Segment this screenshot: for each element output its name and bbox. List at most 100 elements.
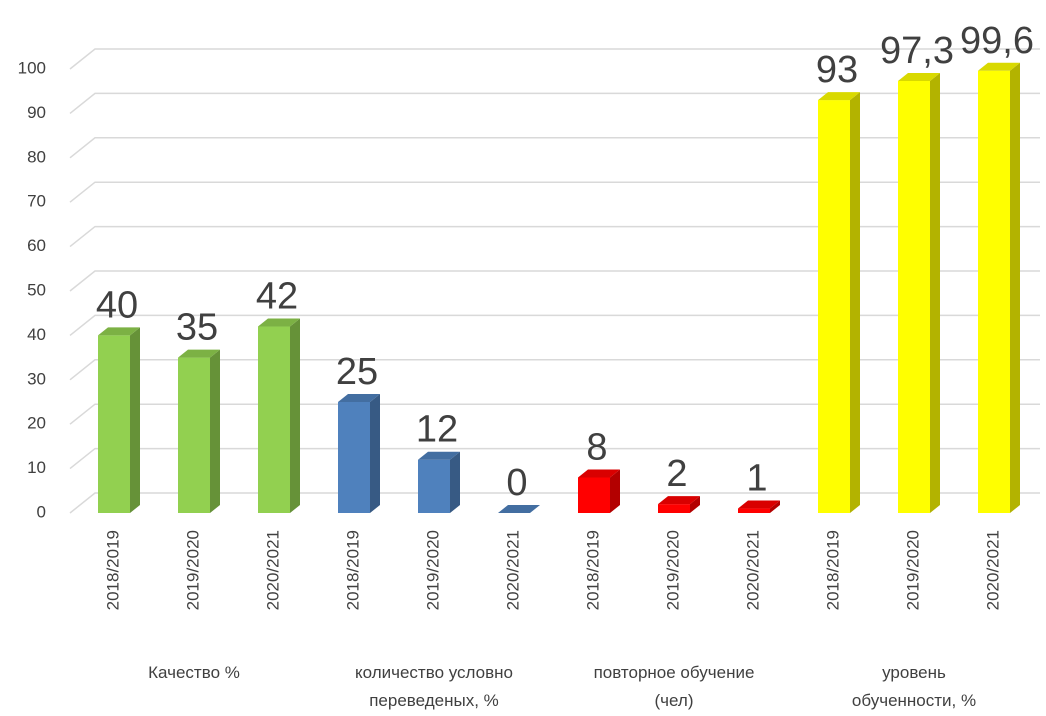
value-label: 1 [746, 458, 767, 500]
bar-top [258, 318, 300, 327]
value-label: 12 [416, 409, 458, 451]
x-tick-label: 2018/2019 [823, 530, 842, 610]
y-tick-label: 40 [27, 325, 46, 344]
x-tick-label: 2020/2021 [503, 530, 522, 610]
value-label: 0 [506, 462, 527, 504]
bar-top [98, 327, 140, 336]
grid-line [69, 92, 1040, 114]
group-label: переведеных, % [369, 691, 499, 710]
grid-line [69, 492, 1040, 514]
y-tick-label: 0 [37, 502, 46, 521]
y-tick-label: 100 [18, 58, 46, 77]
value-label: 2 [666, 453, 687, 495]
x-tick-label: 2019/2020 [423, 530, 442, 610]
bar [738, 500, 780, 513]
bar-front [258, 326, 290, 513]
bar [658, 496, 700, 513]
value-label: 25 [336, 351, 378, 393]
group-label: Качество % [148, 663, 240, 682]
grid-line [69, 225, 1040, 248]
bar [258, 318, 300, 513]
grid-line [69, 270, 1040, 292]
value-label: 35 [176, 307, 218, 349]
x-tick-label: 2018/2019 [583, 530, 602, 610]
x-tick-label: 2018/2019 [103, 530, 122, 610]
y-tick-label: 60 [27, 236, 46, 255]
bar-top [338, 394, 380, 402]
grid-line [69, 137, 1040, 159]
value-label: 40 [96, 284, 138, 326]
x-tick-label: 2018/2019 [343, 530, 362, 610]
value-label: 97,3 [880, 30, 954, 72]
value-label: 99,6 [960, 20, 1034, 62]
grid-line [69, 314, 1040, 336]
group-label: обученности, % [852, 691, 976, 710]
y-tick-label: 70 [27, 192, 46, 211]
y-tick-label: 80 [27, 147, 46, 166]
bar-front [338, 402, 370, 513]
y-tick-label: 30 [27, 369, 46, 388]
bar-side [130, 327, 140, 513]
y-tick-label: 90 [27, 103, 46, 122]
bar-top [658, 496, 700, 505]
bar-side [850, 92, 860, 513]
bar-side [690, 496, 700, 513]
bar-front [178, 357, 210, 513]
x-tick-label: 2019/2020 [183, 530, 202, 610]
bar-top [898, 72, 940, 81]
bar-side [1010, 62, 1020, 513]
bar-side [610, 469, 620, 513]
grid-line [69, 447, 1040, 470]
bar [178, 349, 220, 513]
bar [578, 469, 620, 513]
value-label: 93 [816, 49, 858, 91]
x-tick-label: 2019/2020 [903, 530, 922, 610]
y-tick-label: 10 [27, 458, 46, 477]
bar-front [418, 459, 450, 513]
bar-front [818, 100, 850, 513]
bar-front [978, 70, 1010, 513]
x-tick-label: 2020/2021 [743, 530, 762, 610]
bar-top [498, 505, 540, 513]
bar [98, 327, 140, 513]
bar-top [178, 349, 220, 358]
bar-top [738, 500, 780, 509]
grid-line [69, 48, 1040, 70]
bar-front [658, 504, 690, 513]
bar-top [578, 469, 620, 478]
bar-side [290, 318, 300, 513]
grid-line [69, 181, 1040, 203]
bar-side [450, 451, 460, 513]
bar [418, 451, 460, 513]
group-label: повторное обучение [594, 663, 755, 682]
bar-front [738, 508, 770, 513]
bar [498, 505, 540, 513]
group-label: уровень [882, 663, 946, 682]
group-label: количество условно [355, 663, 513, 682]
bar-side [930, 72, 940, 513]
y-tick-label: 50 [27, 280, 46, 299]
bar-top [978, 62, 1020, 71]
bar [978, 62, 1020, 513]
bar-front [98, 335, 130, 513]
bar-top [418, 451, 460, 460]
bar [898, 72, 940, 513]
x-tick-label: 2020/2021 [263, 530, 282, 610]
bar-front [578, 477, 610, 513]
x-tick-label: 2019/2020 [663, 530, 682, 610]
grid-line [69, 403, 1040, 425]
y-tick-label: 20 [27, 414, 46, 433]
bar-side [370, 394, 380, 513]
x-tick-label: 2020/2021 [983, 530, 1002, 610]
bar [338, 394, 380, 513]
bar-side [210, 349, 220, 513]
value-label: 42 [256, 276, 298, 318]
bar [818, 92, 860, 513]
value-label: 8 [586, 426, 607, 468]
bar-top [818, 92, 860, 101]
group-label: (чел) [655, 691, 694, 710]
bar-side [770, 500, 780, 513]
grid-line [69, 359, 1040, 381]
bar-front [898, 80, 930, 513]
